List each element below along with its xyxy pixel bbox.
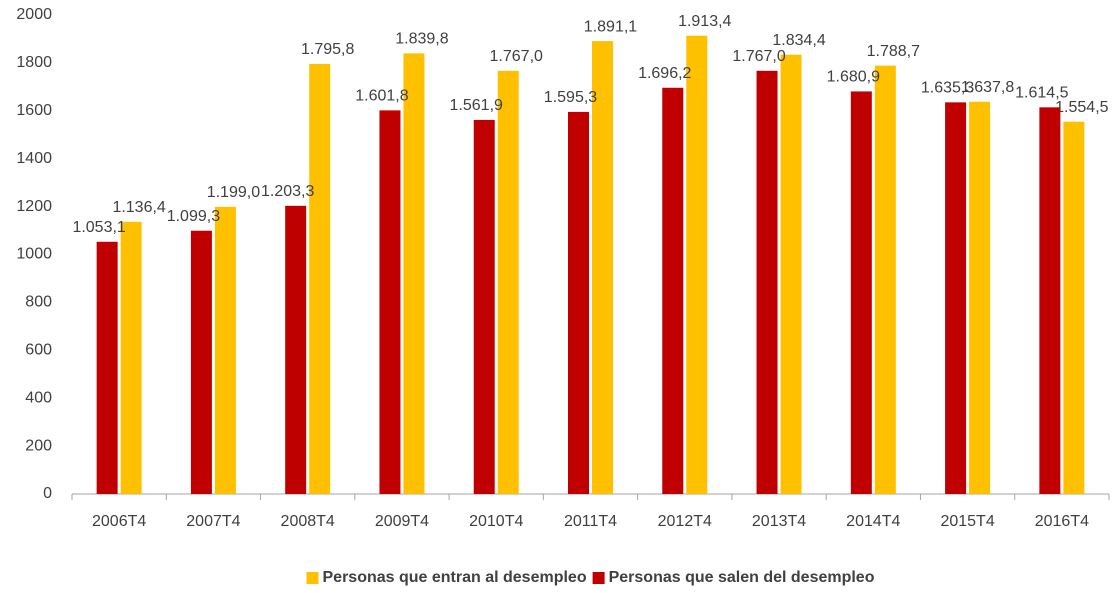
y-tick-label: 600 xyxy=(25,342,52,359)
y-tick-label: 1000 xyxy=(16,246,52,263)
value-label: 1.099,3 xyxy=(167,208,220,225)
y-tick-label: 1600 xyxy=(16,102,52,119)
value-label: 1.136,4 xyxy=(112,199,165,216)
value-label: 1.635,3 xyxy=(921,80,974,97)
value-label: 1.795,8 xyxy=(301,41,354,58)
x-tick-label: 2015T4 xyxy=(940,513,994,530)
legend-swatch xyxy=(306,572,319,584)
value-label: 1.767,0 xyxy=(490,48,543,65)
x-tick-label: 2011T4 xyxy=(564,513,617,530)
value-label: 1.554,5 xyxy=(1055,99,1108,116)
value-label: 1.834,4 xyxy=(772,32,825,49)
y-tick-label: 400 xyxy=(25,389,52,406)
x-tick-label: 2010T4 xyxy=(469,513,523,530)
x-tick-label: 2014T4 xyxy=(846,513,900,530)
value-label: 1.788,7 xyxy=(867,43,920,60)
bar xyxy=(403,53,425,495)
bar xyxy=(285,205,307,495)
bar xyxy=(379,110,401,494)
x-tick-label: 2009T4 xyxy=(375,513,429,530)
bar xyxy=(473,119,495,494)
y-tick-label: 200 xyxy=(25,437,52,454)
y-tick-label: 1200 xyxy=(16,198,52,215)
value-label: 1.595,3 xyxy=(544,89,597,106)
value-label: 1.561,9 xyxy=(450,97,503,114)
bar xyxy=(190,230,212,494)
y-tick-label: 1800 xyxy=(16,54,52,71)
x-tick-label: 2007T4 xyxy=(186,513,240,530)
value-label: 1.891,1 xyxy=(584,18,637,35)
bar xyxy=(969,101,991,495)
bar xyxy=(780,54,802,495)
value-label: 1.053,1 xyxy=(72,219,125,236)
bar xyxy=(850,91,872,495)
bar xyxy=(756,70,778,494)
bar xyxy=(96,241,118,494)
value-label: 1.614,5 xyxy=(1015,85,1068,102)
bar xyxy=(592,41,613,495)
bar xyxy=(309,63,331,495)
legend-label: Personas que entran al desempleo xyxy=(323,569,587,586)
value-label: 1.601,8 xyxy=(355,88,408,105)
value-label: 1.199,0 xyxy=(207,184,260,201)
x-tick-label: 2006T4 xyxy=(92,513,146,530)
bar xyxy=(945,102,967,495)
value-label: 1.637,8 xyxy=(961,79,1014,96)
value-label: 1.767,0 xyxy=(732,48,785,65)
value-label: 1.913,4 xyxy=(678,13,731,30)
bar xyxy=(686,35,708,495)
bar xyxy=(1039,107,1061,495)
x-tick-label: 2016T4 xyxy=(1035,513,1089,530)
value-label: 1.696,2 xyxy=(638,65,691,82)
bar xyxy=(120,221,142,494)
bar xyxy=(662,87,684,494)
x-tick-label: 2008T4 xyxy=(281,513,335,530)
y-tick-label: 1400 xyxy=(16,150,52,167)
bar xyxy=(214,206,236,495)
value-label: 1.680,9 xyxy=(827,69,880,86)
x-tick-label: 2012T4 xyxy=(658,513,712,530)
bar xyxy=(497,70,519,494)
y-tick-label: 800 xyxy=(25,294,52,311)
value-label: 1.203,3 xyxy=(261,183,314,200)
bar xyxy=(874,65,896,494)
x-tick-label: 2013T4 xyxy=(752,513,806,530)
y-tick-label: 0 xyxy=(43,485,52,502)
legend-swatch xyxy=(592,572,605,584)
bar xyxy=(568,111,589,494)
value-label: 1.839,8 xyxy=(395,31,448,48)
bar xyxy=(1063,121,1085,494)
legend-label: Personas que salen del desempleo xyxy=(609,569,875,586)
y-tick-label: 2000 xyxy=(16,6,52,23)
